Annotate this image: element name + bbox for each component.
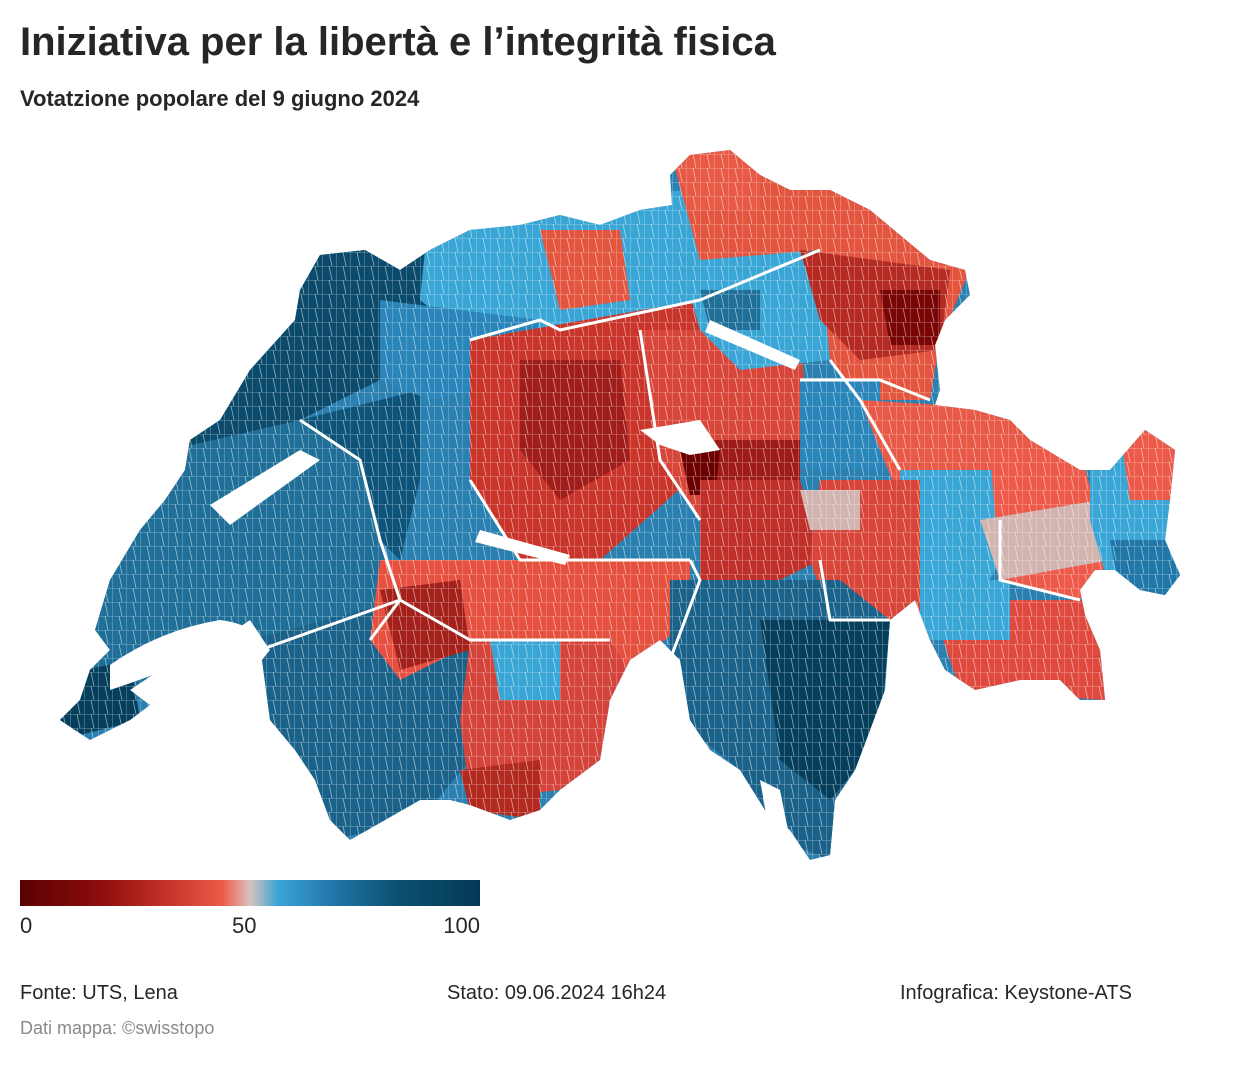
canton-borders — [259, 248, 1081, 661]
switzerland-choropleth-map — [60, 150, 1180, 860]
lake-thun-brienz — [475, 530, 570, 565]
lake-lucerne — [640, 420, 720, 455]
lake-neuchatel — [210, 450, 320, 525]
source-text: Fonte: UTS, Lena — [20, 982, 178, 1004]
map-data-credit: Dati mappa: ©swisstopo — [20, 1018, 215, 1038]
legend-max-label: 100 — [443, 913, 480, 938]
lake-geneva — [110, 620, 265, 690]
legend-mid-label: 50 — [232, 913, 257, 938]
lakes — [110, 190, 960, 840]
map-regions — [60, 150, 1180, 860]
status-text: Stato: 09.06.2024 16h24 — [447, 982, 667, 1004]
chart-subtitle: Votatzione popolare del 9 giugno 2024 — [20, 86, 420, 111]
credit-text: Infografica: Keystone-ATS — [900, 982, 1132, 1004]
color-legend: 0 50 100 — [20, 880, 480, 941]
lake-constance — [870, 190, 960, 258]
legend-min-label: 0 — [20, 913, 33, 938]
lake-maggiore — [760, 780, 790, 840]
lake-zurich — [705, 320, 800, 370]
chart-title: Iniziativa per la libertà e l’integrità … — [20, 20, 776, 64]
legend-gradient-bar — [20, 880, 480, 906]
